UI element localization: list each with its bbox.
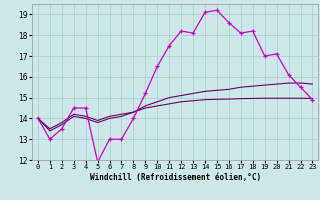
X-axis label: Windchill (Refroidissement éolien,°C): Windchill (Refroidissement éolien,°C): [90, 173, 261, 182]
